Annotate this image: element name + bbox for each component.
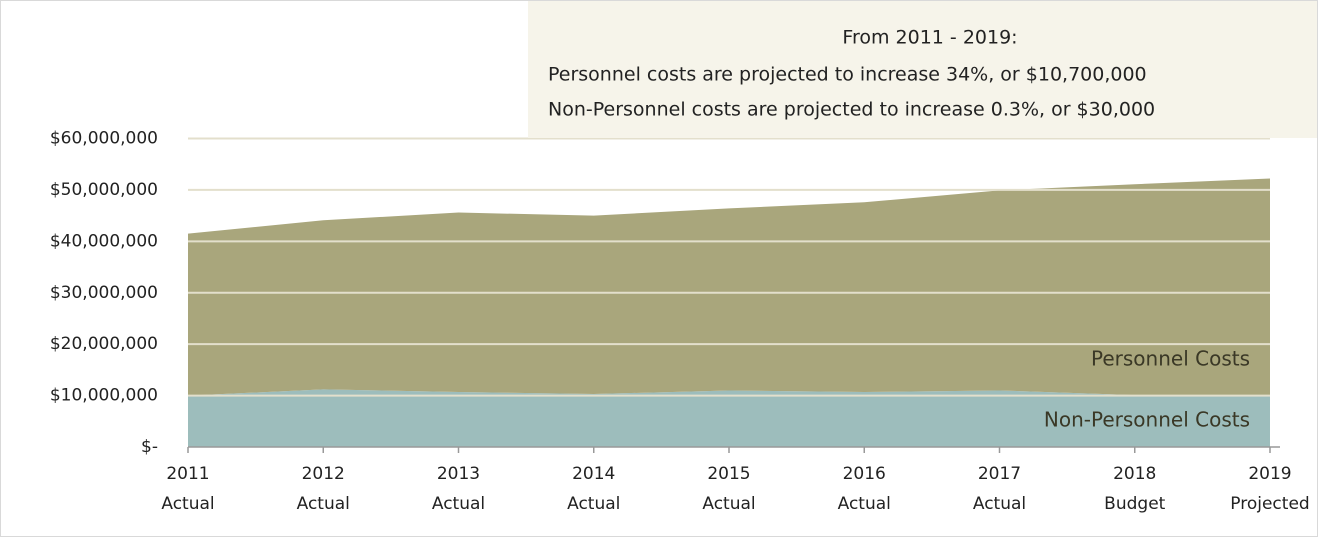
plot-area: $- $10,000,000 $20,000,000 $30,000,000 $40,0… [50,129,1310,515]
y-tick-label: $40,000,000 [50,231,158,251]
series-label: Personnel Costs [1091,347,1250,371]
x-tick-sublabel: Actual [838,494,891,514]
x-tick-sublabel: Projected [1230,494,1309,514]
x-tick-label: 2017 [978,464,1021,484]
x-tick-label: 2018 [1113,464,1156,484]
x-tick-label: 2019 [1248,464,1291,484]
x-tick-label: 2015 [707,464,750,484]
y-tick-label: $30,000,000 [50,283,158,303]
y-tick-label: $50,000,000 [50,180,158,200]
x-tick-label: 2014 [572,464,615,484]
grid [188,137,1270,397]
area [188,178,1270,396]
annotation-line: From 2011 - 2019: [842,27,1017,49]
y-tick-label: $20,000,000 [50,334,158,354]
x-tick-label: 2016 [843,464,886,484]
y-tick-label: $10,000,000 [50,386,158,406]
annotation-line: Personnel costs are projected to increas… [548,64,1147,86]
series-label: Non-Personnel Costs [1044,408,1250,432]
x-tick-sublabel: Actual [973,494,1026,514]
x-tick-sublabel: Actual [297,494,350,514]
x-tick-label: 2011 [166,464,209,484]
x-tick-sublabel: Actual [702,494,755,514]
x-tick-sublabel: Budget [1104,494,1165,514]
x-tick-sublabel: Actual [161,494,214,514]
x-tick-label: 2013 [437,464,480,484]
y-tick-label: $60,000,000 [50,129,158,149]
x-tick-sublabel: Actual [567,494,620,514]
y-tick-label: $- [141,437,158,457]
annotation-box [528,1,1317,138]
annotation-line: Non-Personnel costs are projected to inc… [548,99,1155,121]
x-tick-label: 2012 [302,464,345,484]
x-tick-sublabel: Actual [432,494,485,514]
area [188,389,1270,447]
